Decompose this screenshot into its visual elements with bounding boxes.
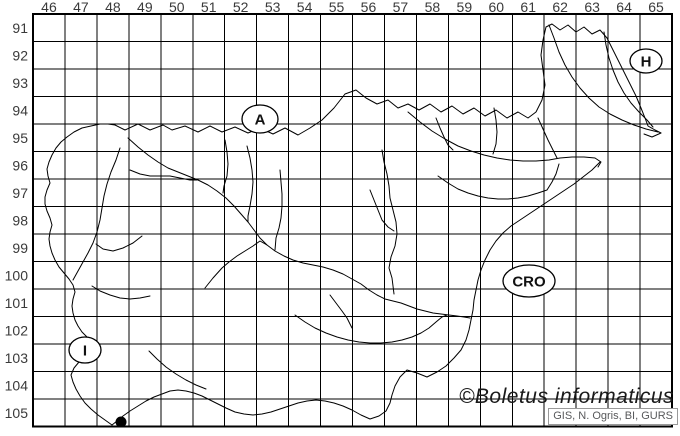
map-line bbox=[127, 137, 471, 319]
grid-col-label: 56 bbox=[361, 0, 377, 15]
watermark-text: ©Boletus informaticus bbox=[458, 385, 674, 408]
map-line bbox=[548, 24, 659, 133]
grid-col-label: 49 bbox=[137, 0, 153, 15]
country-label-text: A bbox=[255, 112, 266, 129]
map-line bbox=[381, 149, 398, 295]
country-label-ellipse bbox=[502, 264, 556, 298]
country-label-croatia: CRO bbox=[502, 264, 556, 298]
country-label-ellipse bbox=[68, 336, 102, 364]
map-line bbox=[492, 107, 498, 155]
grid-row-label: 97 bbox=[12, 185, 28, 201]
grid-col-label: 46 bbox=[41, 0, 57, 15]
record-dot bbox=[115, 416, 127, 428]
country-label-austria: A bbox=[241, 104, 279, 134]
grid-row-label: 92 bbox=[12, 47, 28, 63]
grid-row-label: 102 bbox=[5, 322, 29, 338]
grid-row-label: 91 bbox=[12, 20, 28, 36]
map-line bbox=[44, 123, 116, 426]
grid-col-label: 59 bbox=[457, 0, 473, 15]
map-line bbox=[111, 161, 601, 426]
country-label-text: H bbox=[641, 54, 652, 71]
grid-col-label: 55 bbox=[329, 0, 345, 15]
country-label-ellipse bbox=[241, 104, 279, 134]
map-line bbox=[537, 117, 558, 159]
grid-row-label: 105 bbox=[5, 405, 29, 421]
country-label-hungary: H bbox=[629, 48, 663, 74]
grid-col-label: 47 bbox=[73, 0, 89, 15]
grid-col-label: 51 bbox=[201, 0, 217, 15]
country-border-and-rivers bbox=[44, 23, 662, 426]
country-label-italy: I bbox=[68, 336, 102, 364]
map-line bbox=[148, 350, 207, 390]
grid-col-label: 60 bbox=[488, 0, 504, 15]
grid-outer-frame bbox=[32, 13, 673, 428]
map-line bbox=[407, 111, 602, 168]
map-line bbox=[603, 31, 654, 128]
grid-row-label: 103 bbox=[5, 350, 29, 366]
grid-col-label: 48 bbox=[105, 0, 121, 15]
utm-grid bbox=[32, 13, 673, 428]
grid-col-label: 64 bbox=[616, 0, 632, 15]
map-line bbox=[246, 145, 254, 223]
grid-col-label: 57 bbox=[393, 0, 409, 15]
map-line bbox=[114, 23, 662, 136]
grid-col-label: 65 bbox=[648, 0, 664, 15]
map-line bbox=[369, 189, 395, 232]
grid-col-label: 58 bbox=[425, 0, 441, 15]
grid-row-label: 101 bbox=[5, 295, 29, 311]
map-line bbox=[222, 139, 229, 194]
country-label-text: I bbox=[83, 343, 87, 360]
grid-col-label: 62 bbox=[552, 0, 568, 15]
map-line bbox=[129, 169, 198, 181]
map-line bbox=[274, 169, 283, 251]
grid-row-label: 98 bbox=[12, 212, 28, 228]
grid-row-label: 99 bbox=[12, 240, 28, 256]
grid-col-label: 63 bbox=[584, 0, 600, 15]
map-line bbox=[91, 285, 151, 300]
grid-col-label: 50 bbox=[169, 0, 185, 15]
grid-lines bbox=[32, 13, 673, 427]
map-line bbox=[294, 314, 448, 344]
map-line bbox=[204, 240, 268, 289]
grid-row-label: 93 bbox=[12, 75, 28, 91]
grid-row-label: 96 bbox=[12, 157, 28, 173]
grid-col-label: 53 bbox=[265, 0, 281, 15]
grid-row-label: 100 bbox=[5, 267, 29, 283]
map-line bbox=[435, 117, 454, 151]
country-label-text: CRO bbox=[512, 274, 546, 291]
map-line bbox=[72, 147, 121, 281]
grid-row-label: 94 bbox=[12, 102, 28, 118]
grid-col-label: 61 bbox=[520, 0, 536, 15]
grid-row-label: 95 bbox=[12, 130, 28, 146]
grid-col-label: 52 bbox=[233, 0, 249, 15]
country-label-ellipse bbox=[629, 48, 663, 74]
map-line bbox=[437, 163, 560, 200]
map-line bbox=[329, 294, 353, 329]
grid-col-label: 54 bbox=[297, 0, 313, 15]
grid-axis-labels: 46 47 48 49 50 51 52 53 54 55 56 57 58 59 60 61 62 63 64 65… bbox=[5, 0, 664, 421]
grid-row-label: 104 bbox=[5, 377, 29, 393]
map-line bbox=[95, 235, 143, 252]
map-line bbox=[643, 132, 662, 138]
credits-label: GIS, N. Ogris, BI, GURS bbox=[548, 408, 678, 425]
